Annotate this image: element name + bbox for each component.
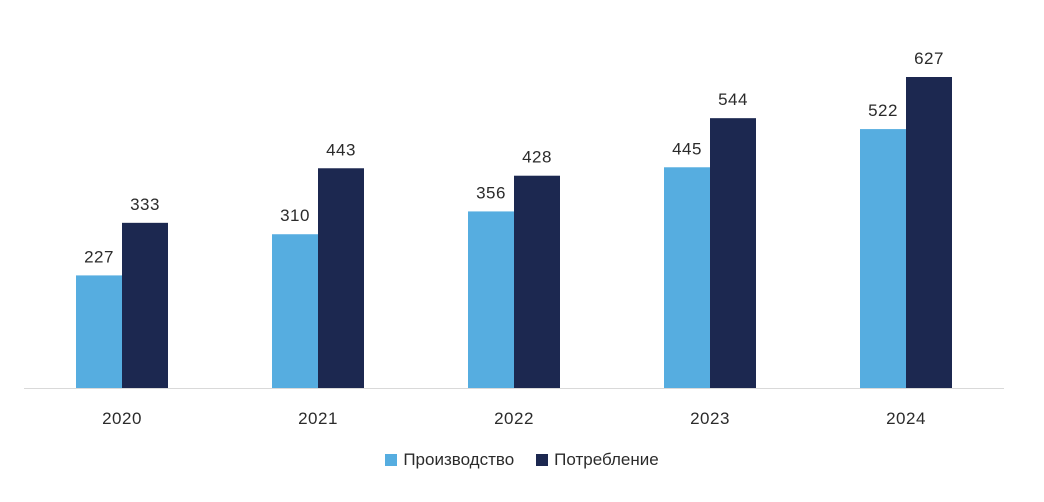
bar-production-2024: [860, 129, 906, 388]
data-label-consumption-2021: 443: [326, 140, 356, 159]
data-label-consumption-2020: 333: [130, 195, 160, 214]
data-label-production-2023: 445: [672, 139, 702, 158]
x-tick-label-2023: 2023: [690, 409, 730, 428]
bar-production-2023: [664, 167, 710, 388]
legend-label-production: Производство: [403, 450, 515, 469]
data-label-consumption-2023: 544: [718, 90, 748, 109]
legend: Производство Потребление: [0, 450, 1044, 470]
bar-consumption-2023: [710, 118, 756, 388]
bar-chart-svg: 227 333 2020 310 443 2021 356 428 2022 445 544 2023…: [24, 49, 1004, 428]
data-label-production-2024: 522: [868, 101, 898, 120]
legend-item-production: Производство: [385, 450, 514, 470]
legend-swatch-production: [385, 454, 398, 466]
bar-production-2022: [468, 211, 514, 388]
x-tick-label-2021: 2021: [298, 409, 338, 428]
data-label-production-2020: 227: [84, 247, 114, 266]
data-label-production-2021: 310: [280, 206, 310, 225]
data-label-consumption-2024: 627: [914, 49, 944, 68]
bar-consumption-2021: [318, 168, 364, 388]
legend-item-consumption: Потребление: [536, 450, 659, 470]
data-label-production-2022: 356: [476, 183, 506, 202]
x-tick-label-2022: 2022: [494, 409, 534, 428]
bar-production-2020: [76, 275, 122, 388]
x-tick-label-2024: 2024: [886, 409, 926, 428]
legend-swatch-consumption: [536, 454, 549, 466]
bar-consumption-2022: [514, 175, 560, 388]
bar-consumption-2020: [122, 222, 168, 388]
x-tick-label-2020: 2020: [102, 409, 142, 428]
bar-production-2021: [272, 234, 318, 388]
legend-label-consumption: Потребление: [554, 450, 659, 469]
data-label-consumption-2022: 428: [522, 148, 552, 167]
bar-consumption-2024: [906, 77, 952, 388]
